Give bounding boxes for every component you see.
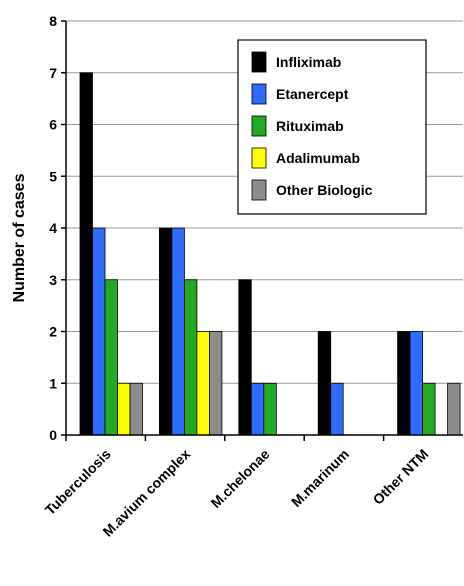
- legend-swatch: [251, 179, 267, 201]
- y-tick-label: 1: [49, 375, 57, 391]
- bar: [238, 279, 252, 436]
- legend-label: Infliximab: [276, 54, 341, 70]
- bar: [447, 382, 461, 436]
- legend-box: [237, 39, 427, 215]
- bar: [158, 227, 173, 436]
- y-tick-label: 4: [49, 220, 57, 236]
- y-tick-label: 7: [49, 65, 57, 81]
- bar: [317, 331, 332, 436]
- y-axis-label: Number of cases: [11, 173, 28, 302]
- bar: [330, 382, 344, 436]
- x-tick-label: Other NTM: [370, 446, 432, 508]
- legend-label: Adalimumab: [276, 150, 360, 166]
- bar: [104, 279, 118, 436]
- y-tick-label: 3: [49, 272, 57, 288]
- legend-swatch: [251, 83, 267, 105]
- legend-label: Other Biologic: [276, 182, 373, 198]
- bar: [397, 331, 411, 436]
- legend-swatch: [251, 147, 267, 169]
- x-tick-label: M.marinum: [288, 446, 352, 510]
- y-tick-labels: 0 1 2 3 4 5 6 7 8: [49, 13, 57, 443]
- x-tick-label: M.avium complex: [99, 446, 193, 540]
- legend-swatch: [251, 115, 267, 137]
- bar: [129, 382, 143, 436]
- y-tick-label: 8: [49, 13, 57, 29]
- bar: [422, 382, 436, 436]
- y-tick-label: 2: [49, 324, 57, 340]
- bar: [263, 382, 277, 436]
- y-tick-label: 5: [49, 168, 57, 184]
- bar: [208, 331, 223, 436]
- y-tick-label: 6: [49, 117, 57, 133]
- bar: [117, 382, 131, 436]
- bar: [92, 227, 106, 436]
- bar: [409, 331, 424, 436]
- legend-label: Etanercept: [276, 86, 349, 102]
- x-tick-label: M.chelonae: [207, 446, 272, 511]
- legend-swatch: [251, 51, 267, 73]
- axes: [61, 20, 463, 441]
- bar: [183, 279, 198, 436]
- bar: [171, 227, 185, 436]
- legend-label: Rituximab: [276, 118, 344, 134]
- x-tick-label: Tuberculosis: [42, 446, 114, 518]
- y-tick-label: 0: [49, 427, 57, 443]
- bar: [250, 382, 265, 436]
- bar: [79, 72, 93, 436]
- bar: [196, 331, 210, 436]
- legend: Infliximab Etanercept Rituximab Adalimumab O…: [237, 39, 427, 215]
